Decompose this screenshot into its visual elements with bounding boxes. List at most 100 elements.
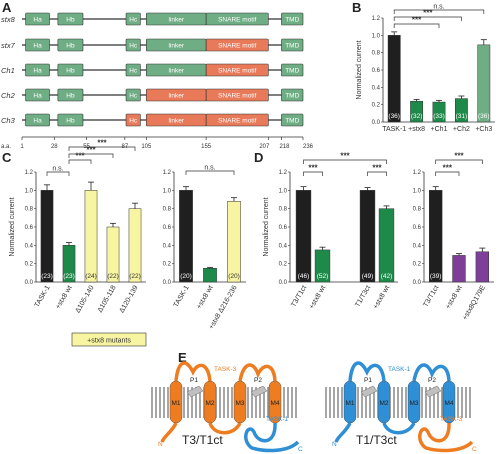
tm-helix — [442, 380, 456, 424]
tm-helix — [268, 380, 282, 424]
extracellular-loop — [238, 363, 277, 382]
aa-axis-label: a.a. — [1, 144, 11, 150]
x-category-label: +Ch3 — [475, 126, 492, 133]
panel-a-domain-diagram: stx8 Ha Hb Hc linker SNARE motif TMD stx7 Ha Hb Hc… — [1, 12, 314, 150]
domain-hc — [125, 113, 141, 127]
y-tick-label: 0.8 — [163, 207, 172, 213]
n-label: (36) — [478, 113, 490, 120]
x-category-label: +stx8 wt — [372, 284, 391, 310]
tm-helix — [343, 380, 357, 424]
y-tick-label: 1.0 — [413, 188, 422, 194]
domain-hc — [125, 63, 141, 77]
y-tick-label: 0.8 — [25, 207, 34, 213]
y-tick-label: 0.2 — [279, 262, 288, 268]
x-category-label: +stx8 wt — [308, 284, 327, 310]
domain-label-hc: Hc — [129, 117, 138, 124]
n-label: (33) — [433, 113, 445, 120]
topology-name-top: TASK-1 — [388, 366, 411, 373]
significance-bracket — [367, 171, 387, 176]
helix-label: M2 — [379, 400, 388, 407]
significance-label: *** — [443, 164, 453, 173]
significance-label: *** — [86, 146, 96, 155]
significance-label: *** — [412, 16, 422, 25]
domain-ha — [25, 38, 50, 52]
y-tick-label: 0.8 — [413, 207, 422, 213]
domain-label-hb: Hb — [66, 92, 75, 99]
significance-label: *** — [308, 164, 318, 173]
domain-label-snare: SNARE motif — [218, 16, 256, 23]
significance-label: *** — [75, 152, 85, 161]
domain-ha — [25, 63, 50, 77]
significance-label: *** — [97, 139, 107, 148]
y-tick-label: 0.4 — [279, 243, 288, 249]
y-tick-label: 0.2 — [163, 262, 172, 268]
domain-tmd — [281, 113, 304, 127]
n-label: (39) — [430, 273, 442, 280]
topology-name-top: TASK-3 — [214, 366, 237, 373]
significance-label: *** — [372, 164, 382, 173]
pore-label: P1 — [364, 377, 372, 384]
domain-hc — [125, 88, 141, 102]
bar — [203, 268, 217, 283]
domain-label-tmd: TMD — [285, 92, 299, 99]
bar — [429, 190, 443, 283]
domain-label-linker: linker — [168, 117, 184, 124]
significance-bracket — [393, 9, 485, 14]
domain-label-snare: SNARE motif — [218, 92, 256, 99]
helix-label: M3 — [235, 400, 244, 407]
y-tick-label: 1.0 — [279, 188, 288, 194]
y-tick-label: 0.6 — [163, 225, 172, 231]
x-category-label: T1/T3ct — [354, 284, 372, 308]
n-label: (49) — [362, 273, 374, 280]
intracellular-loop — [208, 422, 242, 435]
y-tick-label: 0.2 — [25, 262, 34, 268]
y-tick-label: 0.8 — [372, 51, 381, 57]
pore-label: P2 — [428, 377, 436, 384]
panel-c2-chart: 0.0 0.2 0.4 0.6 0.8 1.0 1.2 (20) TASK-1 +stx8 wt (… — [71, 165, 246, 347]
significance-bracket — [303, 171, 323, 176]
n-label: (31) — [456, 113, 468, 120]
helix-label: M2 — [205, 400, 214, 407]
domain-label-ha: Ha — [33, 67, 42, 74]
domain-tmd — [281, 63, 304, 77]
domain-snare — [205, 38, 269, 52]
y-tick-label: 0.6 — [372, 68, 381, 74]
row-label-ch1: Ch1 — [1, 66, 15, 75]
y-tick-label: 0.0 — [372, 120, 381, 126]
x-category-label: +Ch2 — [453, 126, 470, 133]
domain-label-hc: Hc — [129, 92, 138, 99]
construct-label: T3/T1ct — [182, 433, 223, 447]
n-label: N — [158, 441, 163, 448]
n-label: (20) — [228, 273, 240, 280]
aa-tick-label: 218 — [279, 144, 290, 150]
y-tick-label: 0.0 — [163, 280, 172, 286]
domain-label-hb: Hb — [66, 16, 75, 23]
helix-label: M4 — [270, 400, 279, 407]
bar — [227, 201, 241, 283]
aa-tick-label: 105 — [141, 144, 152, 150]
domain-ha — [25, 113, 50, 127]
bar — [387, 35, 401, 123]
bar — [179, 190, 193, 283]
bar — [295, 190, 312, 283]
helix-label: M1 — [345, 400, 354, 407]
aa-tick-label: 28 — [51, 144, 58, 150]
n-label: (23) — [63, 273, 75, 280]
n-label: (52) — [317, 273, 329, 280]
x-category-label: +stx8 wt — [55, 284, 74, 310]
pore-helix — [250, 385, 268, 398]
n-label: (22) — [107, 273, 119, 280]
y-tick-label: 1.0 — [372, 33, 381, 39]
domain-tmd — [281, 38, 304, 52]
y-tick-label: 0.6 — [25, 225, 34, 231]
domain-label-ha: Ha — [33, 42, 42, 49]
panel-d2-chart: 0.0 0.2 0.4 0.6 0.8 1.0 1.2 (39) T3/T1ct +stx8 wt… — [413, 152, 494, 322]
aa-tick-label: 207 — [259, 144, 270, 150]
domain-label-ha: Ha — [33, 117, 42, 124]
bar — [378, 208, 395, 283]
construct-label: T1/T3ct — [356, 433, 397, 447]
y-axis-label: Normalized current — [356, 40, 363, 99]
tm-helix — [203, 380, 217, 424]
n-label: (23) — [41, 273, 53, 280]
significance-label: n.s. — [52, 166, 63, 173]
